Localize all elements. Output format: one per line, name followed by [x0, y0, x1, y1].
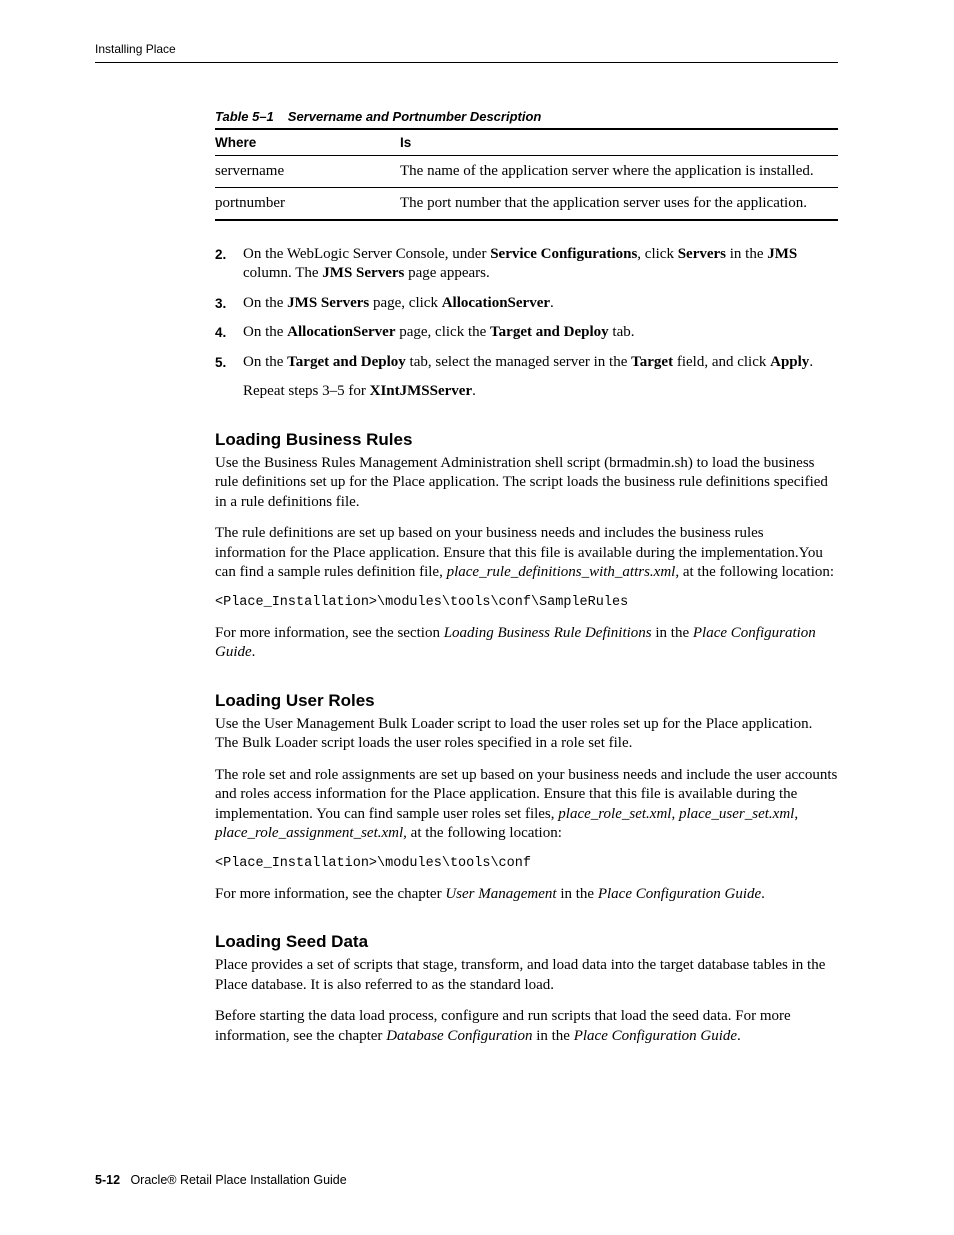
steps-list: 2. On the WebLogic Server Console, under…: [215, 245, 838, 402]
step-bold: Target and Deploy: [490, 324, 609, 340]
body-text: in the: [557, 886, 598, 902]
body-text: , at the following location:: [675, 564, 834, 580]
step-text: .: [550, 295, 554, 311]
table-caption-text: Servername and Portnumber Description: [288, 109, 542, 124]
step-text: field, and click: [673, 354, 770, 370]
step-bold: JMS: [767, 246, 797, 262]
body-italic: place_user_set.xml: [679, 806, 794, 822]
step-bold: Target: [631, 354, 673, 370]
step-text: .: [472, 383, 476, 399]
footer-title: Oracle® Retail Place Installation Guide: [130, 1173, 346, 1187]
table-cell-is: The port number that the application ser…: [400, 187, 838, 219]
step-sub: Repeat steps 3–5 for XIntJMSServer.: [243, 382, 838, 402]
step-text: page, click: [369, 295, 441, 311]
body-paragraph: For more information, see the chapter Us…: [215, 885, 838, 905]
step-bold: Apply: [770, 354, 809, 370]
table-caption: Table 5–1 Servername and Portnumber Descr…: [215, 109, 838, 124]
table-header-is: Is: [400, 129, 838, 156]
step-text: .: [809, 354, 813, 370]
step-text: On the: [243, 295, 287, 311]
step-bold: Servers: [678, 246, 726, 262]
section-heading: Loading User Roles: [215, 691, 838, 711]
body-paragraph: The role set and role assignments are se…: [215, 766, 838, 844]
step-text: Repeat steps 3–5 for: [243, 383, 370, 399]
page-number: 5-12: [95, 1173, 120, 1187]
table-row: servername The name of the application s…: [215, 156, 838, 188]
step-number: 2.: [215, 246, 226, 264]
code-block: <Place_Installation>\modules\tools\conf\…: [215, 595, 838, 610]
step-text: in the: [726, 246, 767, 262]
section-heading: Loading Business Rules: [215, 430, 838, 450]
description-table: Where Is servername The name of the appl…: [215, 128, 838, 221]
body-italic: Database Configuration: [386, 1028, 532, 1044]
body-italic: Loading Business Rule Definitions: [444, 625, 652, 641]
body-italic: Place Configuration Guide: [574, 1028, 737, 1044]
body-paragraph: Use the Business Rules Management Admini…: [215, 454, 838, 513]
body-text: ,: [794, 806, 798, 822]
body-text: For more information, see the section: [215, 625, 444, 641]
body-italic: Place Configuration Guide: [598, 886, 761, 902]
table-header-row: Where Is: [215, 129, 838, 156]
step-bold: Service Configurations: [490, 246, 637, 262]
page-footer: 5-12 Oracle® Retail Place Installation G…: [95, 1173, 347, 1187]
body-paragraph: Before starting the data load process, c…: [215, 1007, 838, 1046]
step-bold: XIntJMSServer: [370, 383, 472, 399]
step-text: tab.: [609, 324, 635, 340]
step-number: 4.: [215, 324, 226, 342]
step-bold: JMS Servers: [287, 295, 369, 311]
body-text: .: [761, 886, 765, 902]
step-text: On the: [243, 354, 287, 370]
body-text: .: [252, 644, 256, 660]
body-text: ,: [671, 806, 679, 822]
body-text: For more information, see the chapter: [215, 886, 445, 902]
body-text: , at the following location:: [403, 825, 562, 841]
running-header: Installing Place: [95, 42, 838, 63]
body-paragraph: For more information, see the section Lo…: [215, 624, 838, 663]
body-italic: User Management: [445, 886, 556, 902]
step-number: 3.: [215, 295, 226, 313]
step-text: On the WebLogic Server Console, under: [243, 246, 490, 262]
table-cell-is: The name of the application server where…: [400, 156, 838, 188]
body-paragraph: The rule definitions are set up based on…: [215, 524, 838, 583]
step-number: 5.: [215, 354, 226, 372]
table-cell-where: portnumber: [215, 187, 400, 219]
table-cell-where: servername: [215, 156, 400, 188]
code-block: <Place_Installation>\modules\tools\conf: [215, 856, 838, 871]
main-content: Table 5–1 Servername and Portnumber Descr…: [215, 109, 838, 1046]
step-text: column. The: [243, 265, 322, 281]
section-heading: Loading Seed Data: [215, 932, 838, 952]
step-bold: JMS Servers: [322, 265, 404, 281]
body-text: in the: [532, 1028, 573, 1044]
table-header-where: Where: [215, 129, 400, 156]
step-text: page appears.: [404, 265, 489, 281]
step-bold: AllocationServer: [287, 324, 395, 340]
body-text: in the: [652, 625, 693, 641]
table-row: portnumber The port number that the appl…: [215, 187, 838, 219]
step-text: On the: [243, 324, 287, 340]
body-text: .: [737, 1028, 741, 1044]
body-italic: place_role_assignment_set.xml: [215, 825, 403, 841]
step-text: tab, select the managed server in the: [406, 354, 631, 370]
step-4: 4. On the AllocationServer page, click t…: [215, 323, 838, 343]
step-text: , click: [637, 246, 677, 262]
step-bold: Target and Deploy: [287, 354, 406, 370]
table-caption-number: Table 5–1: [215, 109, 274, 124]
body-paragraph: Place provides a set of scripts that sta…: [215, 956, 838, 995]
page: Installing Place Table 5–1 Servername and…: [0, 0, 954, 1235]
step-bold: AllocationServer: [442, 295, 550, 311]
step-5: 5. On the Target and Deploy tab, select …: [215, 353, 838, 402]
body-italic: place_role_set.xml: [558, 806, 671, 822]
body-italic: place_rule_definitions_with_attrs.xml: [447, 564, 676, 580]
step-3: 3. On the JMS Servers page, click Alloca…: [215, 294, 838, 314]
step-text: page, click the: [395, 324, 490, 340]
step-2: 2. On the WebLogic Server Console, under…: [215, 245, 838, 284]
body-paragraph: Use the User Management Bulk Loader scri…: [215, 715, 838, 754]
